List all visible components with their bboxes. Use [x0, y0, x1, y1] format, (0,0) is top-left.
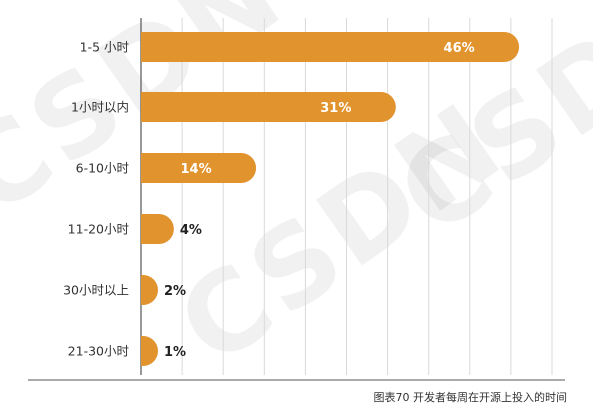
category-label: 6-10小时: [76, 161, 130, 176]
bar: [141, 32, 520, 62]
bar: [141, 153, 257, 183]
data-label: 1%: [164, 345, 186, 360]
figure-caption: 图表70 开发者每周在开源上投入的时间: [373, 391, 568, 404]
data-label: 14%: [181, 162, 212, 177]
bar: [141, 336, 158, 366]
category-label: 1-5 小时: [80, 40, 130, 55]
bar: [141, 275, 158, 305]
data-label: 46%: [444, 41, 475, 56]
data-label: 4%: [180, 223, 202, 238]
bar: [141, 92, 396, 122]
category-label: 21-30小时: [68, 344, 130, 359]
category-label: 11-20小时: [68, 222, 130, 237]
category-label: 1小时以内: [71, 100, 129, 115]
data-label: 2%: [164, 284, 186, 299]
bar: [141, 214, 174, 244]
data-label: 31%: [320, 101, 351, 116]
category-label: 30小时以上: [63, 283, 129, 298]
